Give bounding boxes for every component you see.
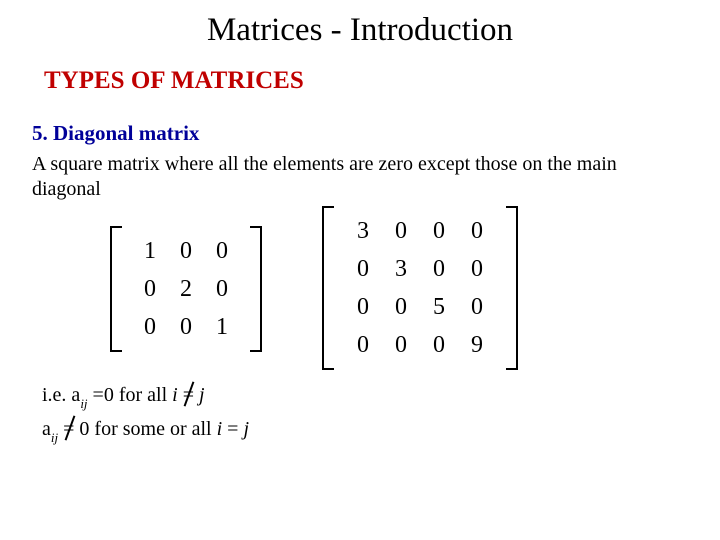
- cond2-j: j: [243, 418, 249, 440]
- conditions-block: i.e. aij =0 for all i = j aij = 0 for so…: [42, 384, 720, 444]
- description-text: A square matrix where all the elements a…: [32, 152, 680, 202]
- matrix-cell: 3: [382, 250, 420, 288]
- matrices-row: 100020001 3000030000500009: [0, 206, 720, 370]
- matrix-cell: 5: [420, 288, 458, 326]
- matrix-cell: 0: [168, 308, 204, 346]
- section-heading: 5. Diagonal matrix: [32, 121, 720, 146]
- matrix-cell: 0: [382, 288, 420, 326]
- left-bracket-icon: [322, 206, 334, 370]
- matrix-cell: 0: [204, 232, 240, 270]
- matrix-cell: 0: [344, 250, 382, 288]
- matrix-cell: 0: [168, 232, 204, 270]
- matrix-cell: 0: [420, 326, 458, 364]
- matrix-cell: 0: [458, 212, 496, 250]
- matrix-cell: 0: [132, 308, 168, 346]
- types-heading: TYPES OF MATRICES: [44, 67, 720, 95]
- right-bracket-icon: [250, 226, 262, 352]
- matrix-cell: 0: [132, 270, 168, 308]
- matrix-cell: 0: [458, 288, 496, 326]
- page-title: Matrices - Introduction: [0, 0, 720, 49]
- cond2-a: a: [42, 418, 51, 440]
- matrix-cell: 9: [458, 326, 496, 364]
- matrix-cell: 0: [204, 270, 240, 308]
- matrix-cell: 0: [382, 212, 420, 250]
- cond1-text: i.e. a: [42, 384, 80, 406]
- left-bracket-icon: [110, 226, 122, 352]
- condition-1: i.e. aij =0 for all i = j: [42, 384, 720, 410]
- matrix-cell: 0: [382, 326, 420, 364]
- right-bracket-icon: [506, 206, 518, 370]
- matrix-cell: 0: [458, 250, 496, 288]
- matrix-3x3: 100020001: [110, 226, 262, 352]
- matrix-cell: 1: [132, 232, 168, 270]
- cond2-sub: ij: [51, 430, 58, 445]
- cond1-i: i: [172, 384, 183, 406]
- cond1-j: j: [194, 384, 205, 406]
- cond2-rest: 0 for some or all: [74, 418, 216, 440]
- matrix-cell: 1: [204, 308, 240, 346]
- matrix-4x4: 3000030000500009: [322, 206, 518, 370]
- not-equal-icon: =: [63, 418, 74, 441]
- cond2-eq: =: [222, 418, 243, 440]
- matrix-cell: 0: [420, 212, 458, 250]
- cond1-sub: ij: [80, 396, 87, 411]
- cond1-mid: =0 for all: [88, 384, 173, 406]
- matrix-cell: 0: [344, 326, 382, 364]
- matrix-cell: 0: [344, 288, 382, 326]
- matrix-cell: 2: [168, 270, 204, 308]
- matrix-cell: 0: [420, 250, 458, 288]
- matrix-cell: 3: [344, 212, 382, 250]
- condition-2: aij = 0 for some or all i = j: [42, 418, 720, 444]
- not-equal-icon: =: [183, 384, 194, 407]
